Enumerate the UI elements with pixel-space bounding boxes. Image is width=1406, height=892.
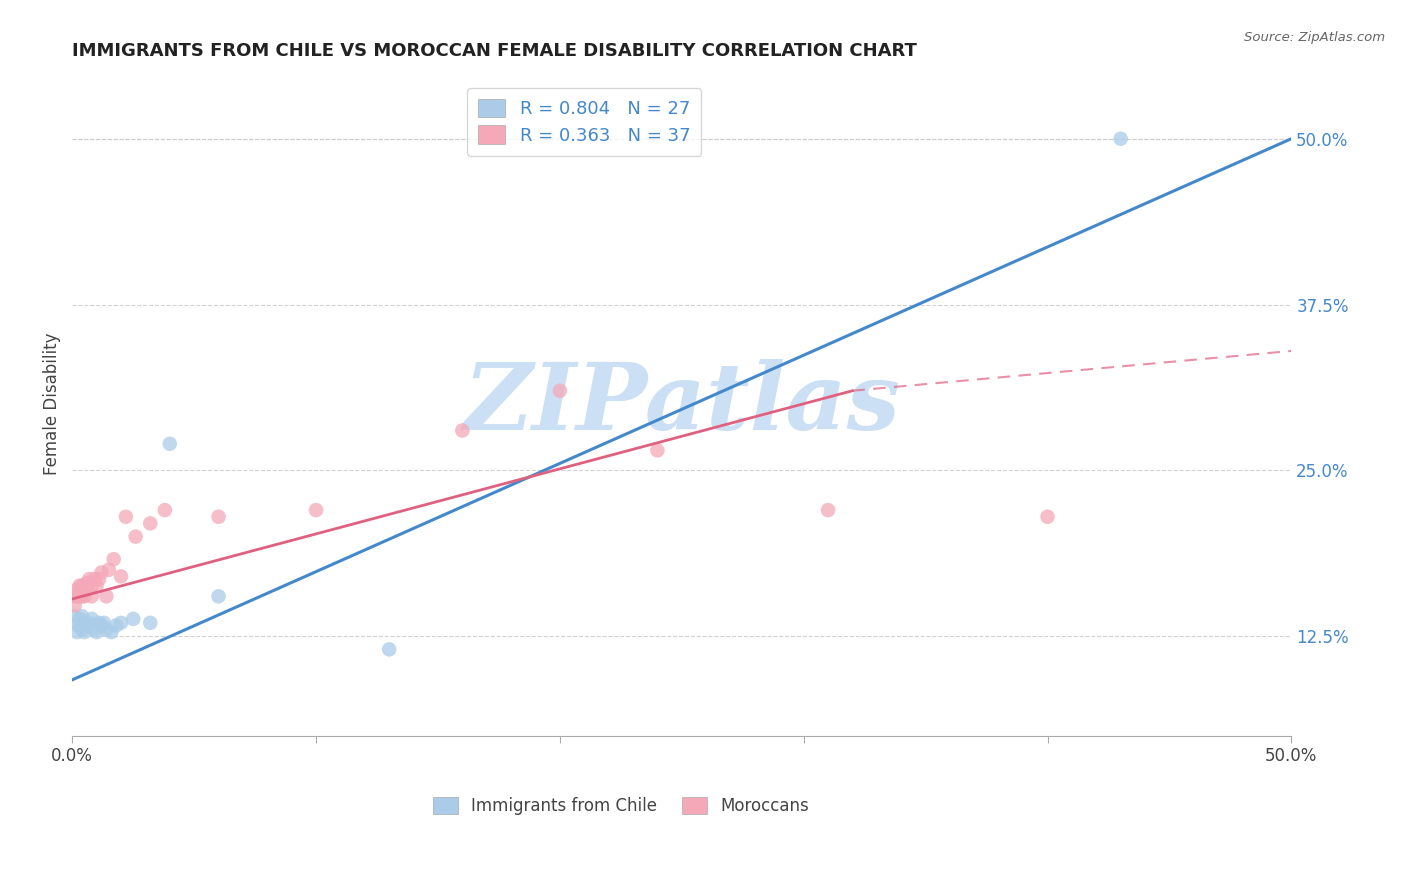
Point [103,552,125,566]
Point [207,590,229,604]
Point [153,503,176,517]
Point [86,579,108,593]
Point [70,623,93,637]
Point [70,609,93,624]
Point [73,582,96,597]
Point [87,615,110,630]
Point [378,642,401,657]
Point [69,579,91,593]
Point [90,618,112,632]
Point [96,623,118,637]
Point [73,615,96,630]
Point [79,615,101,630]
Point [83,572,105,586]
Point [80,579,103,593]
Point [451,424,474,438]
Point [76,582,98,597]
Point [647,443,669,458]
Point [73,579,96,593]
Point [90,566,112,580]
Point [80,612,103,626]
Point [69,620,91,634]
Point [63,609,86,624]
Point [93,615,115,630]
Point [122,612,145,626]
Point [87,572,110,586]
Legend: Immigrants from Chile, Moroccans: Immigrants from Chile, Moroccans [426,790,815,822]
Point [73,625,96,640]
Point [76,618,98,632]
Point [97,563,120,577]
Point [70,585,93,599]
Text: ZIPatlas: ZIPatlas [464,359,900,449]
Point [69,612,91,626]
Point [70,590,93,604]
Point [159,437,181,451]
Point [139,516,162,531]
Point [124,530,146,544]
Point [100,625,122,640]
Point [110,615,132,630]
Point [115,509,138,524]
Point [69,582,91,597]
Point [1109,132,1132,146]
Point [1036,509,1059,524]
Point [96,590,118,604]
Point [66,625,89,640]
Point [105,618,128,632]
Point [86,625,108,640]
Point [548,384,571,398]
Point [80,590,103,604]
Point [305,503,328,517]
Point [63,599,86,613]
Point [73,590,96,604]
Point [63,590,86,604]
Point [817,503,839,517]
Y-axis label: Female Disability: Female Disability [44,333,60,475]
Point [110,569,132,583]
Point [66,582,89,597]
Point [70,579,93,593]
Point [207,509,229,524]
Point [69,590,91,604]
Text: Source: ZipAtlas.com: Source: ZipAtlas.com [1244,31,1385,45]
Point [139,615,162,630]
Point [76,576,98,591]
Point [83,623,105,637]
Point [79,572,101,586]
Point [66,615,89,630]
Point [66,590,89,604]
Text: IMMIGRANTS FROM CHILE VS MOROCCAN FEMALE DISABILITY CORRELATION CHART: IMMIGRANTS FROM CHILE VS MOROCCAN FEMALE… [72,42,917,60]
